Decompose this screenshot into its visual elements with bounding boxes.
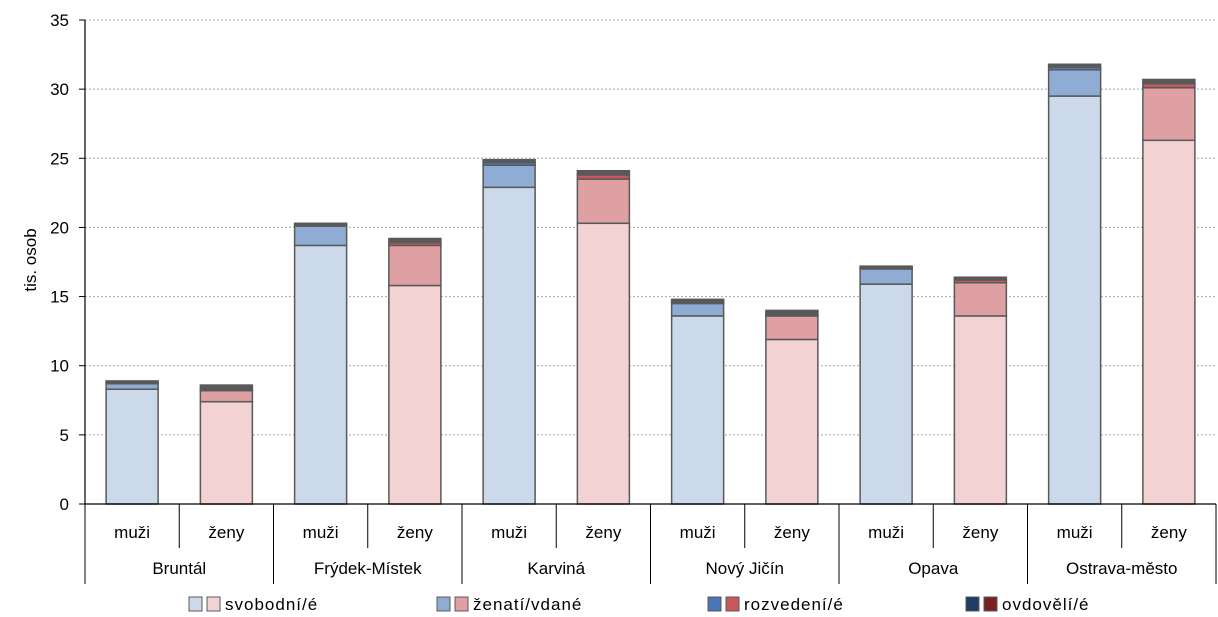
x-group-label: Ostrava-město [1066,559,1177,578]
x-group-label: Bruntál [152,559,206,578]
x-category-label: muži [1057,523,1093,542]
x-category-labels: muži ženy muži ženy muži ženy muži ženy muži ženy… [114,523,1187,542]
bar-segment-svobodn- [1142,139,1196,505]
y-tick-label: 15 [50,288,69,307]
legend-item: svobodní/é [188,595,318,614]
legend-label: svobodní/é [225,595,318,614]
legend-swatch-muzi [707,596,722,612]
bar-segment-svobodn- [859,283,913,505]
legend-item: ženatí/vdané [436,595,582,614]
y-tick-label: 30 [50,80,69,99]
y-tick-label: 0 [60,495,69,514]
bar-segment--enat-vdan- [859,268,913,285]
bar-segment-ovdov-l- [293,222,348,226]
x-group-labels: Bruntál Frýdek-Místek Karviná Nový Jičín Opa… [152,559,1177,578]
bar-segment-ovdov-l- [859,265,913,269]
legend-swatch-zeny [983,596,998,612]
bar-segment-ovdov-l- [388,237,442,244]
bar-segment-svobodn- [1047,95,1102,505]
y-axis-label: tis. osob [21,228,40,291]
bar-segment-svobodn- [388,284,442,505]
legend-swatch-zeny [454,596,469,612]
y-tick-label: 10 [50,357,69,376]
bar-segment-svobodn- [199,400,254,505]
bar-segment--enat-vdan- [1047,69,1102,97]
bar-segment--enat-vdan- [670,302,725,317]
x-category-label: ženy [585,523,621,542]
bar-segment-ovdov-l- [1142,78,1196,85]
bar-segment-svobodn- [670,315,725,505]
bar-segment--enat-vdan- [1142,87,1196,142]
bar-segment-ovdov-l- [670,298,725,303]
x-category-label: ženy [962,523,998,542]
y-tick-label: 20 [50,218,69,237]
x-category-label: muži [491,523,527,542]
bar-segment-svobodn- [482,186,536,505]
bar-segment--enat-vdan- [293,225,348,247]
x-group-label: Nový Jičín [706,559,784,578]
x-category-label: muži [114,523,150,542]
y-tick-label: 25 [50,149,69,168]
bar-segment-svobodn- [293,244,348,505]
x-group-label: Frýdek-Místek [314,559,422,578]
bar-segment-ovdov-l- [576,169,631,176]
x-category-label: muži [868,523,904,542]
bar-segment--enat-vdan- [105,382,159,390]
bar-segment--enat-vdan- [199,389,254,403]
x-category-label: muži [303,523,339,542]
x-category-label: muži [680,523,716,542]
legend-swatch-muzi [188,596,203,612]
legend-swatch-zeny [725,596,740,612]
legend-label: ženatí/vdané [473,595,582,614]
bar-segment--enat-vdan- [953,281,1008,317]
legend: svobodní/é ženatí/vdané rozvedení/é ovdověl… [188,595,1090,614]
legend-label: rozvedení/é [744,595,844,614]
legend-item: rozvedení/é [707,595,844,614]
bar-segment-svobodn- [953,315,1008,505]
x-group-label: Karviná [527,559,585,578]
bar-segment-ovdov-l- [1047,63,1102,68]
axes [79,19,1217,584]
x-category-label: ženy [1151,523,1187,542]
y-tick-label: 35 [50,11,69,30]
bar-segment--enat-vdan- [765,315,819,341]
x-category-label: ženy [397,523,433,542]
legend-label: ovdovělí/é [1002,595,1090,614]
y-tick-labels: 0 5 10 15 20 25 30 35 [50,11,69,514]
bar-segment-ovdov-l- [105,380,159,384]
x-group-label: Opava [908,559,959,578]
bars [105,63,1196,505]
bar-segment--enat-vdan- [482,164,536,189]
bar-segment--enat-vdan- [576,178,631,225]
legend-swatch-muzi [436,596,451,612]
bar-segment-ovdov-l- [482,158,536,164]
bar-segment-svobodn- [765,338,819,505]
bar-segment-ovdov-l- [765,309,819,316]
legend-item: ovdovělí/é [965,595,1090,614]
y-tick-label: 5 [60,426,69,445]
bar-segment-ovdov-l- [953,276,1008,281]
legend-swatch-muzi [965,596,980,612]
x-category-label: ženy [208,523,244,542]
bar-segment-svobodn- [105,388,159,505]
legend-swatch-zeny [206,596,221,612]
bar-segment-ovdov-l- [199,384,254,390]
bar-segment--enat-vdan- [388,244,442,287]
x-category-label: ženy [774,523,810,542]
bar-segment-svobodn- [576,222,631,505]
gridlines [85,19,1216,436]
